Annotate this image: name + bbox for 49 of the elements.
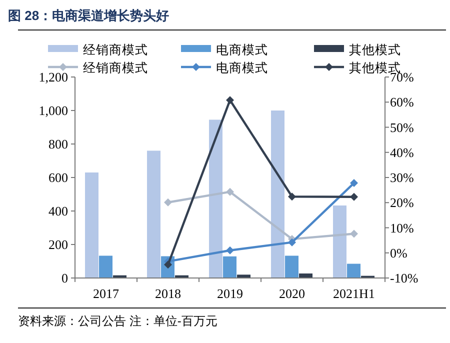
chart-title: 图 28：电商渠道增长势头好	[8, 8, 170, 23]
bar	[237, 274, 250, 278]
y-tick-label: 0	[62, 270, 68, 286]
legend-label: 经销商模式	[83, 61, 148, 75]
y2-tick-label: 20%	[390, 195, 414, 210]
y2-tick-label: 60%	[390, 94, 414, 110]
point	[288, 192, 296, 201]
x-tick-label: 2018	[155, 286, 181, 301]
legend-label: 电商模式	[216, 61, 268, 75]
y-tick-label: 200	[48, 237, 68, 252]
legend-label: 其他模式	[349, 43, 401, 57]
point	[226, 96, 234, 104]
bar	[285, 256, 298, 278]
x-tick-label: 2019	[217, 286, 243, 301]
bar	[209, 120, 222, 278]
point	[164, 198, 172, 206]
bar	[271, 110, 284, 278]
y2-tick-label: 30%	[390, 170, 414, 185]
point	[288, 238, 296, 246]
y-tick-label: 800	[48, 136, 68, 152]
legend-bar: 其他模式	[314, 43, 401, 57]
y2-tick-label: 10%	[390, 220, 414, 236]
x-tick-label: 2021H1	[333, 286, 375, 301]
text: 资料来源：公司公告 注：单位-百万元	[18, 314, 218, 328]
point	[226, 188, 234, 196]
legend-label: 电商模式	[216, 43, 268, 57]
bar	[333, 205, 346, 278]
x-tick-label: 2020	[279, 286, 305, 301]
y-tick-label: 600	[48, 170, 68, 185]
point	[226, 246, 234, 254]
point	[350, 192, 358, 201]
bar	[99, 256, 112, 278]
legend-bar: 经销商模式	[48, 43, 148, 57]
bar	[85, 172, 98, 278]
y2-tick-label: 50%	[390, 120, 414, 135]
bar	[347, 264, 360, 278]
x-tick-label: 2017	[93, 286, 120, 301]
y2-tick-label: 0%	[390, 245, 408, 260]
bar	[223, 256, 236, 278]
y-tick-label: 400	[48, 204, 68, 218]
point	[350, 230, 358, 238]
bar	[147, 150, 160, 278]
y-tick-label: 1,000	[38, 103, 68, 118]
legend-bar: 电商模式	[181, 43, 268, 57]
y2-tick-label: 40%	[390, 144, 414, 160]
legend-label: 经销商模式	[83, 43, 148, 57]
y-tick-label: 1,200	[38, 70, 68, 84]
point	[350, 179, 358, 188]
y2-tick-label: -10%	[390, 270, 418, 286]
